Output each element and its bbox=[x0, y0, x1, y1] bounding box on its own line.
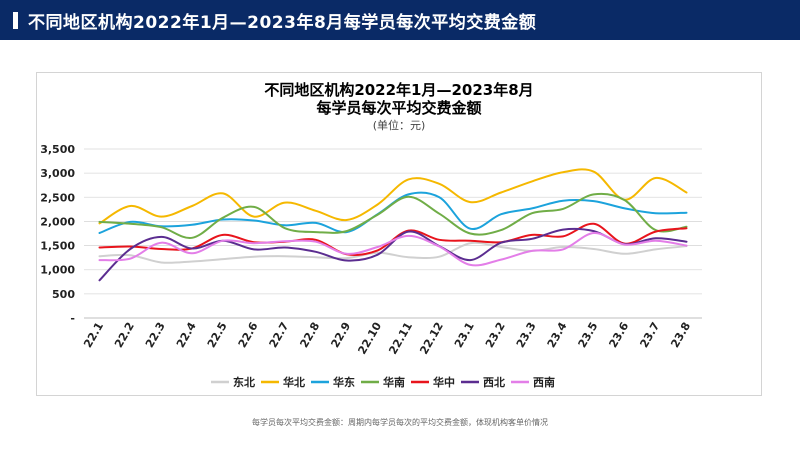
x-tick-label: 23.6 bbox=[607, 320, 632, 350]
footnote: 每学员每次平均交费金额：周期内每学员每次的平均交费金额，体现机构客单价情况 bbox=[252, 418, 548, 427]
y-tick-label: 500 bbox=[52, 288, 75, 301]
x-tick-label: 22.5 bbox=[205, 320, 230, 350]
series-line-4 bbox=[98, 192, 688, 239]
y-tick-label: 1,000 bbox=[40, 264, 75, 277]
legend-label-3: 华东 bbox=[333, 375, 355, 389]
x-tick-label: 22.12 bbox=[417, 320, 446, 357]
x-tick-label: 22.8 bbox=[298, 320, 323, 350]
page-title: 不同地区机构2022年1月—2023年8月每学员每次平均交费金额 bbox=[28, 13, 537, 33]
x-tick-label: 22.9 bbox=[328, 320, 353, 350]
x-tick-label: 23.2 bbox=[483, 320, 508, 350]
series-line-6 bbox=[98, 227, 688, 282]
x-tick-label: 22.7 bbox=[267, 320, 292, 350]
x-tick-label: 22.10 bbox=[355, 320, 384, 357]
x-tick-label: 22.6 bbox=[236, 320, 261, 350]
legend-label-4: 华南 bbox=[383, 375, 405, 389]
legend-label-7: 西南 bbox=[533, 375, 555, 389]
y-tick-label: 2,000 bbox=[40, 215, 75, 228]
x-tick-label: 22.11 bbox=[386, 320, 415, 357]
series-line-1 bbox=[98, 241, 688, 264]
y-tick-label: 3,000 bbox=[40, 167, 75, 180]
header-accent-bar bbox=[13, 12, 18, 29]
chart-card bbox=[36, 72, 762, 396]
series-line-2 bbox=[98, 168, 688, 225]
legend-label-6: 西北 bbox=[483, 375, 505, 389]
x-tick-label: 23.7 bbox=[637, 320, 662, 350]
x-tick-label: 23.5 bbox=[576, 320, 601, 350]
legend-label-5: 华中 bbox=[433, 375, 455, 389]
x-tick-label: 22.3 bbox=[143, 320, 168, 350]
chart-title-line2: 每学员每次平均交费金额 bbox=[316, 99, 482, 117]
y-tick-label: 2,500 bbox=[40, 191, 75, 204]
legend-label-1: 东北 bbox=[233, 375, 255, 389]
x-tick-label: 23.1 bbox=[452, 320, 477, 350]
y-tick-label: - bbox=[70, 312, 75, 325]
x-tick-label: 23.8 bbox=[668, 320, 693, 350]
x-tick-label: 22.1 bbox=[81, 320, 106, 350]
legend-label-2: 华北 bbox=[283, 375, 305, 389]
chart-title-line1: 不同地区机构2022年1月—2023年8月 bbox=[264, 81, 534, 99]
y-tick-label: 3,500 bbox=[40, 143, 75, 156]
x-tick-label: 23.3 bbox=[514, 320, 539, 350]
series-line-3 bbox=[98, 191, 688, 234]
page-header: 不同地区机构2022年1月—2023年8月每学员每次平均交费金额 bbox=[0, 0, 800, 40]
x-tick-label: 22.2 bbox=[112, 320, 137, 350]
x-tick-label: 22.4 bbox=[174, 320, 199, 350]
y-tick-label: 1,500 bbox=[40, 240, 75, 253]
x-tick-label: 23.4 bbox=[545, 320, 570, 350]
series-line-7 bbox=[98, 231, 688, 267]
chart-unit: (单位：元) bbox=[372, 119, 426, 132]
